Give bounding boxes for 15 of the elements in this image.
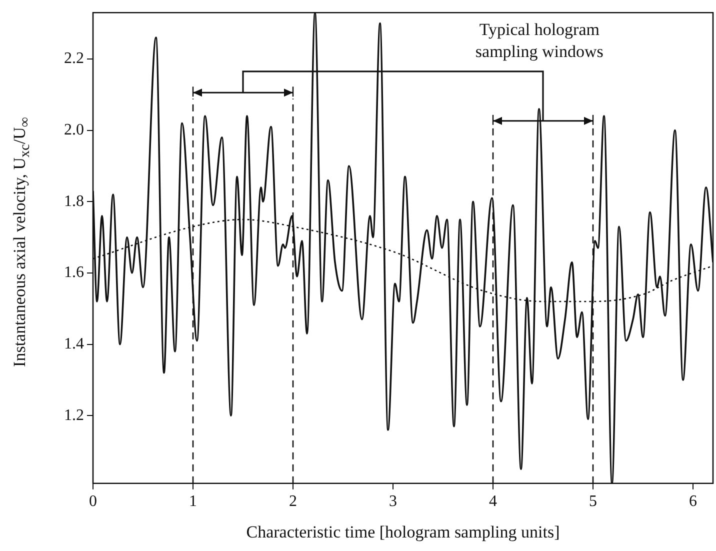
- y-tick-label: 2.0: [64, 122, 84, 139]
- x-tick-label: 5: [589, 493, 597, 510]
- x-tick-label: 1: [189, 493, 197, 510]
- y-tick-label: 1.8: [64, 192, 84, 210]
- y-tick-label: 1.4: [64, 336, 84, 353]
- annotation: Typical hologram sampling windows: [475, 20, 604, 62]
- y-tick-label: 1.6: [64, 264, 84, 282]
- x-axis-title: Characteristic time [hologram sampling units]: [246, 522, 560, 542]
- y-tick-label: 2.2: [64, 50, 84, 68]
- y-tick-label: 1.2: [64, 406, 84, 424]
- x-tick-label: 6: [689, 493, 697, 510]
- x-tick-label: 3: [389, 493, 397, 510]
- x-tick-label: 0: [89, 493, 97, 510]
- x-tick-label: 2: [289, 493, 297, 510]
- x-tick-label: 4: [489, 493, 497, 510]
